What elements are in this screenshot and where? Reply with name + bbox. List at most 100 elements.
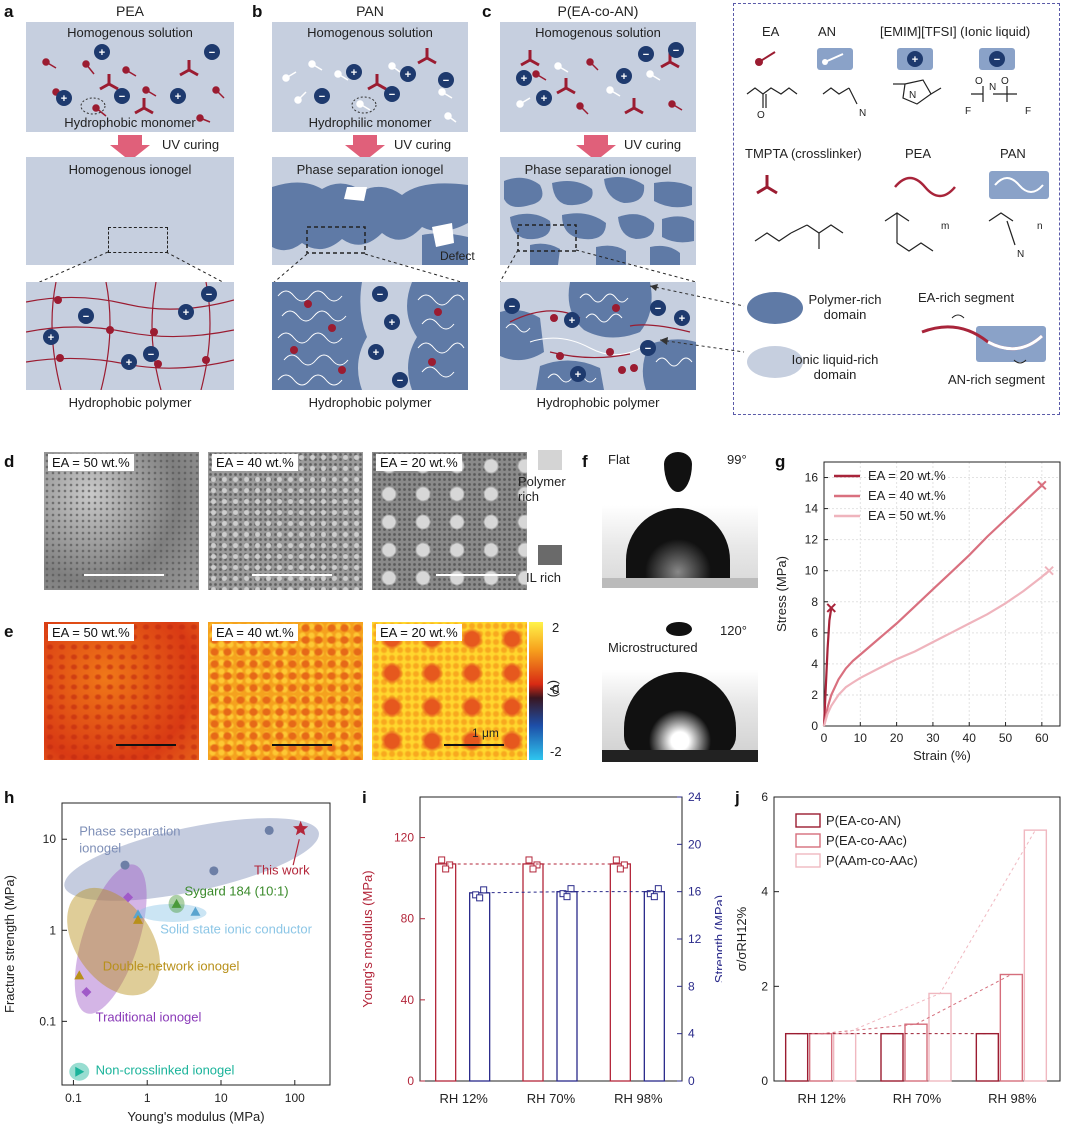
kpfm-image-ea20 [372,622,527,760]
contact-angle-image-flat [602,450,758,588]
kpfm-label-ea50: EA = 50 wt.% [48,624,134,641]
svg-text:+: + [183,307,189,319]
bar [784,1032,809,1082]
svg-text:−: − [655,303,661,315]
contact-angle-flat-value: 99° [727,452,747,467]
schematic-b-monomer-label: Hydrophilic monomer [308,115,432,130]
replicate-marker [563,893,571,901]
x-tick-label: RH 70% [527,1091,576,1106]
series-line [822,607,833,727]
svg-text:F: F [965,106,971,117]
schematic-a-polymer-label: Hydrophobic polymer [68,395,192,410]
bar [1023,829,1048,1082]
uv-curing-label-b: UV curing [394,137,452,152]
zoom-lines-b [272,253,468,285]
y-tick-label: 10 [805,564,819,578]
cbar-tick-min: -2 [550,744,562,759]
cbar-unit: (V) [547,680,562,698]
sem-image-ea50 [44,452,199,590]
legend-swatch [795,813,821,828]
legend-pointer-arrows [649,284,745,353]
y-tick-label: 80 [401,912,415,926]
y-tick-label: 0 [407,1074,414,1088]
legend-segment-illustration [921,314,1046,364]
legend-il-rich-label: Ionic liquid-rich domain [791,352,879,382]
svg-text:+: + [541,93,547,105]
svg-text:+: + [621,71,627,83]
group-label: Double-network ionogel [103,959,240,974]
panel-label-g: g [775,452,786,471]
panel-label-i: i [362,788,367,807]
y-tick-label: 12 [805,533,819,547]
schematic-c-solution: + + − − + [500,22,696,132]
bar-modulus [609,863,631,1082]
phase-domains-b [272,182,468,265]
svg-text:−: − [397,375,403,387]
legend-swatch [795,853,821,868]
bar-strength [643,891,665,1082]
svg-text:−: − [643,49,649,61]
svg-text:−: − [319,91,325,103]
y2-tick-label: 16 [688,885,702,899]
chart-relative-strength: 0 2 4 6 RH 12% RH 70% RH 98% P(EA-co-AN) P(EA-co… [734,790,1061,1106]
x-tick-label: RH 98% [988,1091,1037,1106]
replicate-marker [446,861,454,869]
kpfm-image-ea50 [44,622,199,760]
polymer-rich-swatch [538,450,562,470]
x-tick-label: 60 [1035,731,1049,745]
x-tick-label: 20 [890,731,904,745]
legend-tmpta-label: TMPTA (crosslinker) [745,146,862,161]
schematic-b-defect-label: Defect [440,249,475,263]
panel-label-b: b [252,2,263,21]
svg-text:−: − [148,349,154,361]
bar [880,1032,904,1082]
schematic-b-network: − + + − [272,282,468,390]
y2-tick-label: 12 [688,932,702,946]
il-rich-swatch [538,545,562,565]
contact-angle-micro-value: 120° [720,623,747,638]
bar-strength [556,891,578,1082]
x-tick-label: 10 [214,1091,228,1105]
svg-text:N: N [909,90,916,101]
y2-tick-label: 0 [688,1074,695,1088]
data-point [171,898,182,908]
legend-polymer-structures: m n N [754,171,1049,260]
svg-text:O: O [1001,76,1009,87]
kpfm-label-ea20: EA = 20 wt.% [376,624,462,641]
svg-text:F: F [1025,106,1031,117]
fracture-marker [1037,480,1047,491]
data-point [81,987,92,998]
x-tick-label: RH 70% [893,1091,942,1106]
group-region [138,903,207,922]
svg-text:−: − [206,289,212,301]
svg-text:−: − [377,289,383,301]
replicate-marker [654,885,662,893]
schematic-b-gel [272,157,468,265]
x-tick-label: 0 [821,731,828,745]
y-axis-label: Stress (MPa) [774,556,789,632]
legend-ea-segment-label: EA-rich segment [918,290,1015,305]
bar [975,1032,1000,1082]
y-axis-label: σ/σRH12% [734,906,749,971]
svg-text:n: n [1037,221,1043,232]
svg-text:+: + [175,91,181,103]
data-point-star [293,820,309,836]
svg-text:−: − [119,91,125,103]
phase-domains-c [504,177,694,265]
data-point [75,1066,85,1077]
data-point [74,970,85,980]
y-tick-label: 2 [811,688,818,702]
y-axis-label: Fracture strength (MPa) [2,875,17,1013]
contact-angle-flat-label: Flat [608,452,630,467]
legend-label: P(EA-co-AN) [826,813,901,828]
schematic-b-solution-label: Homogenous solution [307,25,433,40]
svg-text:−: − [209,47,215,59]
schematic-c-polymer-label: Hydrophobic polymer [536,395,660,410]
replicate-marker [442,865,450,873]
plot-frame [823,461,1061,727]
legend-pea-label: PEA [905,146,932,161]
group-label: Solid state ionic conductor [160,922,312,937]
contact-angle-image-micro [602,620,758,762]
cbar-tick-zero: 0 [552,682,560,697]
svg-text:+: + [389,317,395,329]
